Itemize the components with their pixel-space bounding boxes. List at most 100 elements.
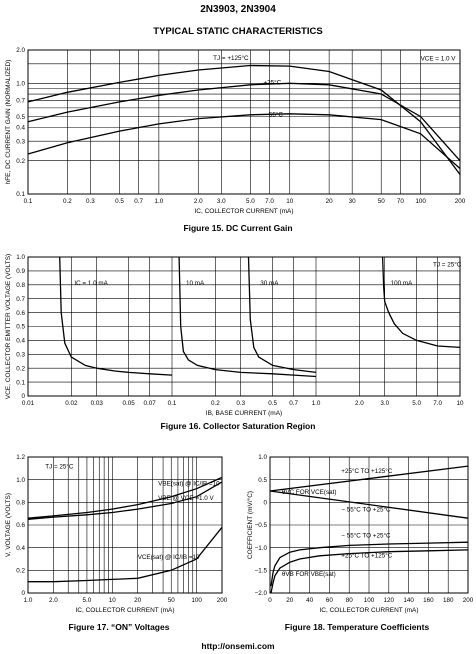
series-line [178,256,317,378]
x-tick-label: 0.07 [144,400,157,407]
y-tick-label: 0.5 [16,324,25,331]
x-tick-label: 0.2 [211,400,220,407]
x-tick-label: 2.0 [355,400,364,407]
fig18-chart: 0 20 40 60 80 100 120 140 160 180 200 −2.0 −1.5 −1.0 −… [246,454,474,614]
y-tick-label: 0.9 [16,268,25,275]
x-tick-label: 60 [326,597,334,604]
series-line [27,64,461,175]
x-axis-title: IC, COLLECTOR CURRENT (mA) [194,208,293,215]
y-tick-label: 0.3 [16,352,25,359]
chart-annotation: − 55°C TO +25°C [341,532,391,540]
y-axis-title: COEFFICIENT (mV/°C) [246,491,254,559]
fig17-chart: 1.0 2.0 5.0 10 20 50 100 200 0 0.2 0.4 0.6 0.8 1.0 1.2… [5,454,228,614]
y-tick-label: 0 [263,500,267,507]
fig15-chart: 0.1 0.2 0.3 0.5 0.7 1.0 2.0 3.0 5.0 7.0 10 20 30 50 70… [5,47,466,215]
chart-annotation: 100 mA [391,280,414,287]
chart-annotation: θVB FOR VBE(sat) [282,571,336,578]
series-line [27,113,461,169]
chart-annotation: +25°C TO +125°C [341,552,392,560]
x-tick-label: 0.7 [289,400,298,407]
y-tick-label: 0.7 [16,98,25,105]
x-tick-label: 0 [268,597,272,604]
x-tick-label: 0.05 [123,400,136,407]
figure-16-caption: Figure 16. Collector Saturation Region [160,421,316,431]
chart-annotation: VCE = 1.0 V [421,56,457,63]
figure-17-caption: Figure 17. “ON” Voltages [68,622,170,632]
series-line [27,481,223,520]
x-tick-label: 0.3 [236,400,245,407]
y-tick-label: 0.2 [16,365,25,372]
footer-url: http://onsemi.com [201,641,275,651]
chart-annotation: θVC FOR VCE(sat) [282,489,337,496]
y-tick-label: 0.2 [16,568,25,575]
x-tick-label: 0.7 [134,198,143,205]
x-tick-label: 10 [286,198,294,205]
y-tick-label: −1.0 [255,545,268,552]
y-tick-label: 0.4 [16,338,25,345]
x-tick-label: 200 [217,597,228,604]
x-tick-label: 3.0 [380,400,389,407]
y-tick-label: 1.0 [16,477,25,484]
plot-frame [27,256,461,397]
x-tick-label: 1.0 [24,597,33,604]
chart-annotation: VBE @ VCE =1.0 V [158,495,214,502]
y-tick-label: 0.6 [16,310,25,317]
x-tick-label: 5.0 [83,597,92,604]
fig16-chart: 0.01 0.02 0.03 0.05 0.07 0.1 0.2 0.3 0.5 0.7 1.0 2.… [5,254,464,417]
x-tick-label: 100 [415,198,426,205]
x-tick-label: 140 [403,597,414,604]
series-line [381,256,461,349]
x-tick-label: 180 [443,597,454,604]
plot-frame [269,456,469,594]
x-tick-label: 0.3 [86,198,95,205]
x-tick-label: 100 [191,597,202,604]
x-tick-label: 0.2 [63,198,72,205]
series-line [27,476,223,519]
x-tick-label: 1.0 [312,400,321,407]
series-line [28,526,223,583]
y-tick-label: 2.0 [16,47,25,54]
y-tick-label: 1.2 [16,454,25,461]
series-line [269,490,469,519]
chart-annotation: − 55°C [263,111,283,119]
x-tick-label: 0.03 [91,400,104,407]
part-numbers: 2N3903, 2N3904 [200,4,276,15]
y-tick-label: 0.4 [16,545,25,552]
y-tick-label: 0.6 [16,522,25,529]
x-tick-label: 0.5 [115,198,124,205]
x-axis-title: IB, BASE CURRENT (mA) [206,410,282,417]
chart-annotation: VBE(sat) @ IC/IB =10 [158,480,220,487]
y-tick-label: 0 [21,590,25,597]
y-tick-label: 0.5 [16,114,25,121]
x-tick-label: 20 [286,597,294,604]
x-tick-label: 200 [455,198,466,205]
y-tick-label: 1.0 [258,454,267,461]
y-tick-label: −1.5 [255,568,268,575]
plot-frame [27,49,461,195]
x-tick-label: 160 [423,597,434,604]
y-tick-label: −0.5 [255,522,268,529]
x-tick-label: 200 [463,597,474,604]
figure-18-caption: Figure 18. Temperature Coefficients [284,622,430,632]
x-tick-label: 40 [306,597,314,604]
x-axis-title: IC, COLLECTOR CURRENT (mA) [75,607,174,614]
x-tick-label: 70 [397,198,405,205]
x-tick-label: 2.0 [194,198,203,205]
chart-annotation: TJ = +125°C [213,54,249,62]
x-tick-label: 1.0 [154,198,163,205]
series-line [269,465,469,492]
x-axis-title: IC, COLLECTOR CURRENT (mA) [319,607,418,614]
y-axis-title: VCE, COLLECTOR EMITTER VOLTAGE (VOLTS) [5,254,12,399]
y-tick-label: 0.4 [16,125,25,132]
y-tick-label: 0 [21,393,25,400]
y-axis-title: V, VOLTAGE (VOLTS) [5,493,12,557]
plot-frame [27,456,223,594]
section-title: TYPICAL STATIC CHARACTERISTICS [153,26,323,37]
x-tick-label: 0.5 [268,400,277,407]
y-axis-title: hFE, DC CURRENT GAIN (NORMALIZED) [5,60,12,185]
x-tick-label: 3.0 [217,198,226,205]
x-tick-label: 100 [364,597,375,604]
x-tick-label: 0.1 [24,198,33,205]
chart-annotation: 30 mA [260,280,279,287]
